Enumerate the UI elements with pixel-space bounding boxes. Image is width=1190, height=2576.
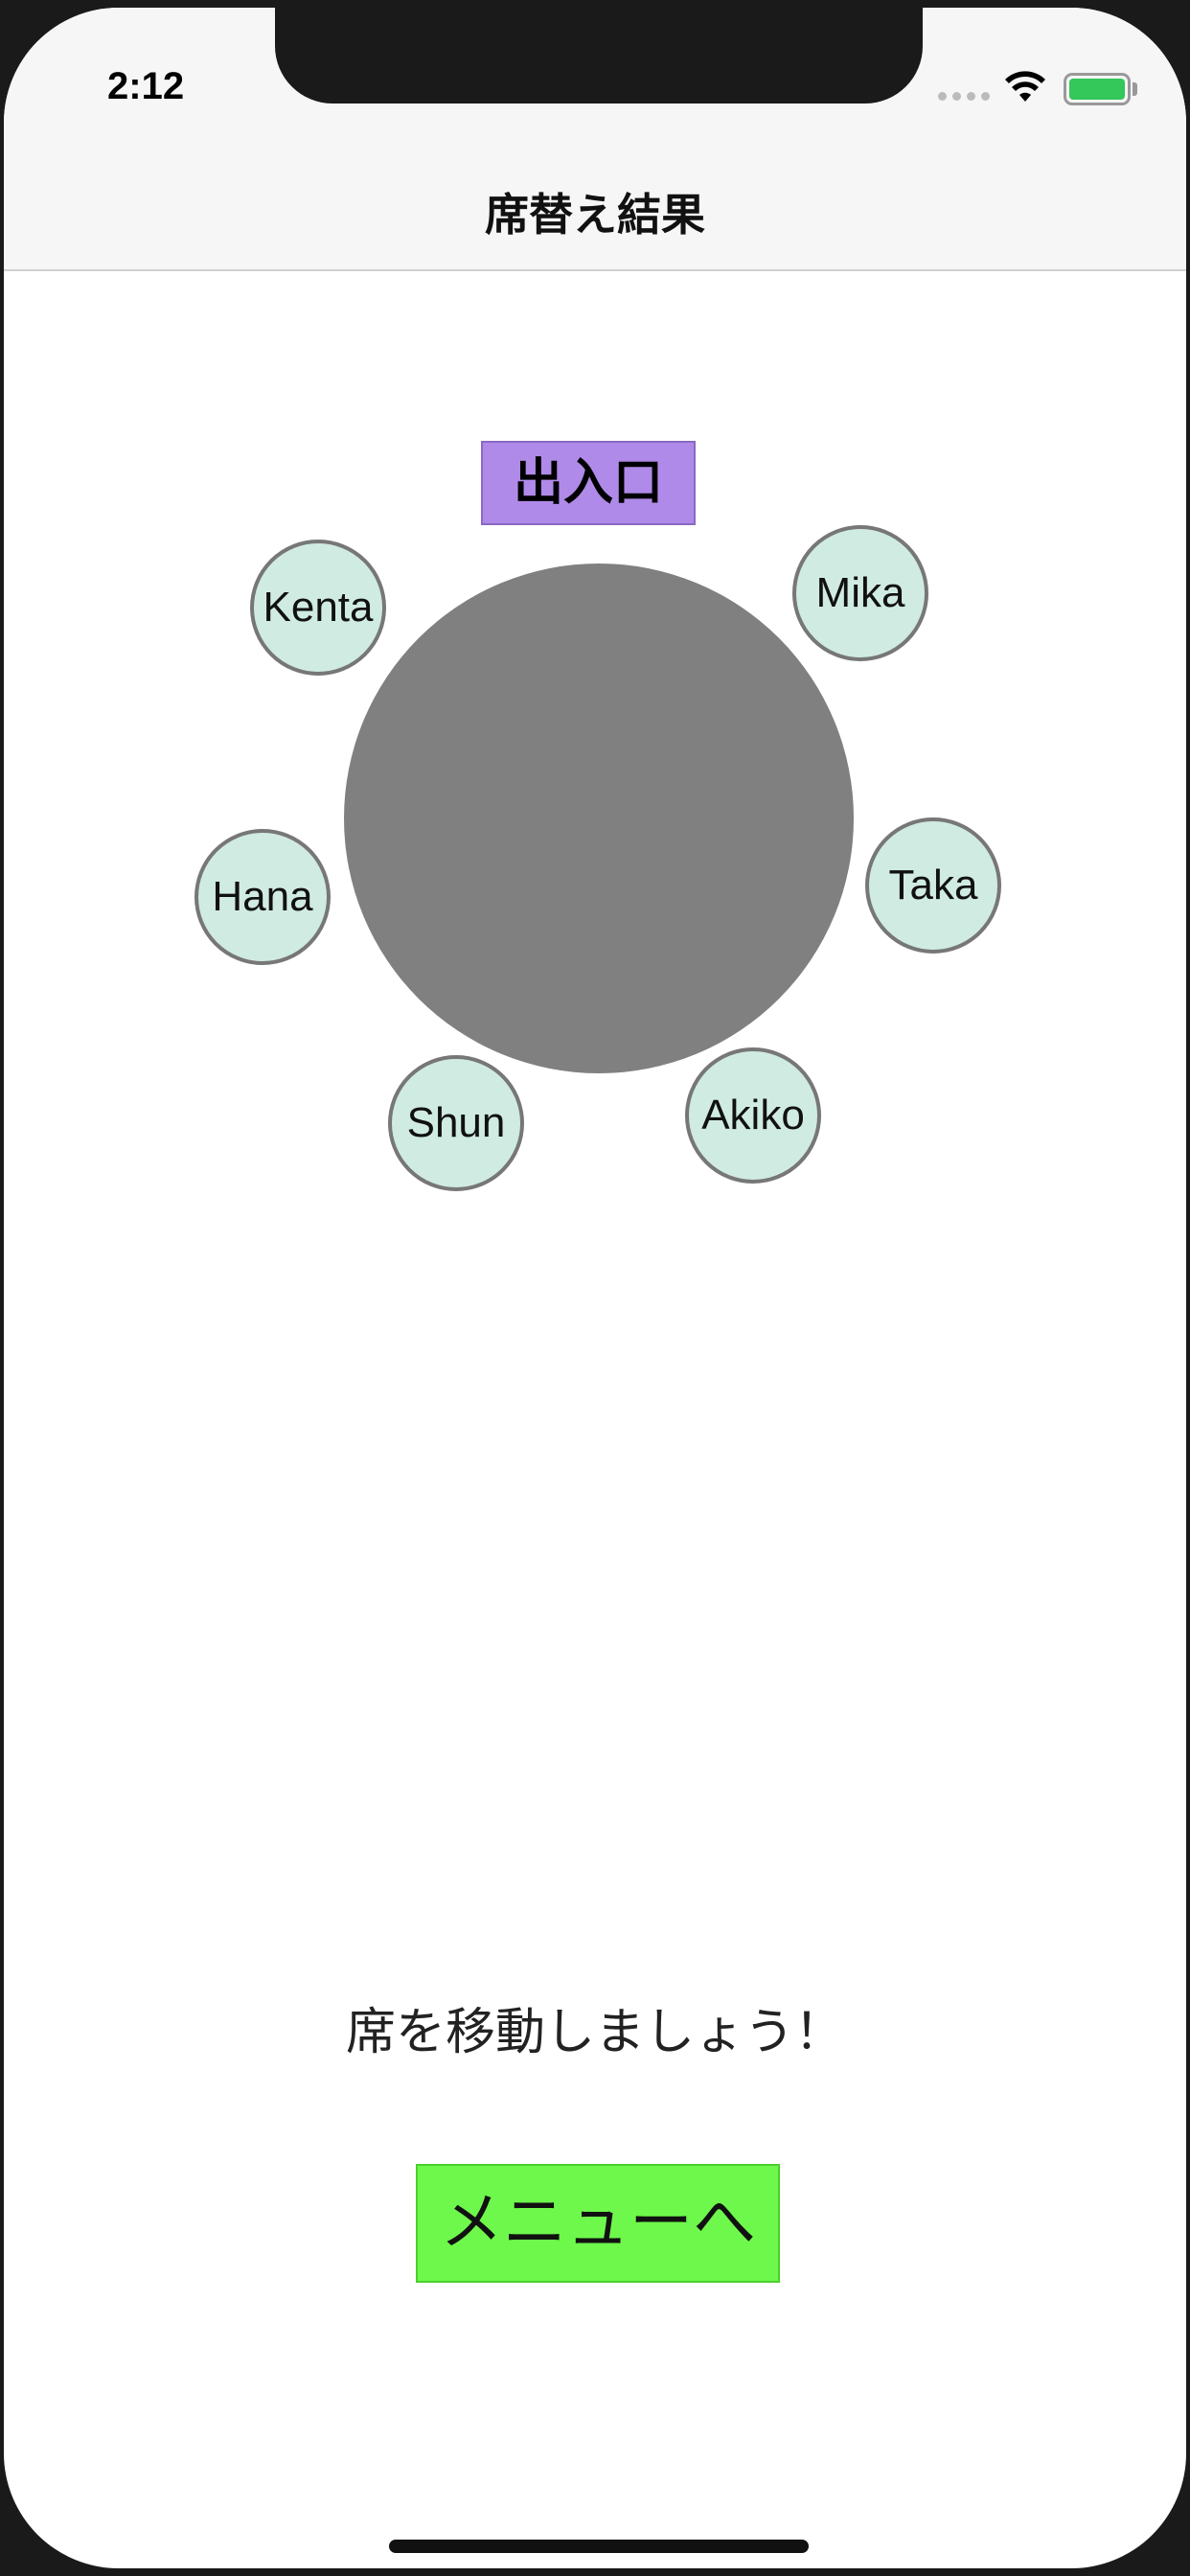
screen: 2:12 席替え結果 出入口 Kenta Mika Hana Taka Shun…: [4, 8, 1186, 2568]
home-indicator[interactable]: [389, 2540, 809, 2553]
seat-hana: Hana: [195, 829, 331, 965]
entrance-label: 出入口: [481, 441, 696, 525]
wifi-icon: [1005, 71, 1045, 102]
menu-button[interactable]: メニューへ: [416, 2164, 780, 2283]
notch: [275, 8, 923, 104]
seat-shun: Shun: [388, 1055, 524, 1191]
seat-mika: Mika: [792, 525, 928, 661]
seat-kenta: Kenta: [250, 540, 386, 676]
battery-icon: [1064, 73, 1131, 105]
instruction-message: 席を移動しましょう！: [345, 2004, 844, 2061]
status-time: 2:12: [107, 65, 185, 107]
round-table: [344, 564, 854, 1073]
battery-cap: [1133, 82, 1137, 96]
seat-taka: Taka: [865, 817, 1001, 954]
signal-icon: [938, 92, 990, 101]
page-title: 席替え結果: [485, 189, 705, 241]
seat-akiko: Akiko: [685, 1047, 821, 1184]
navigation-bar: 席替え結果: [4, 151, 1186, 271]
